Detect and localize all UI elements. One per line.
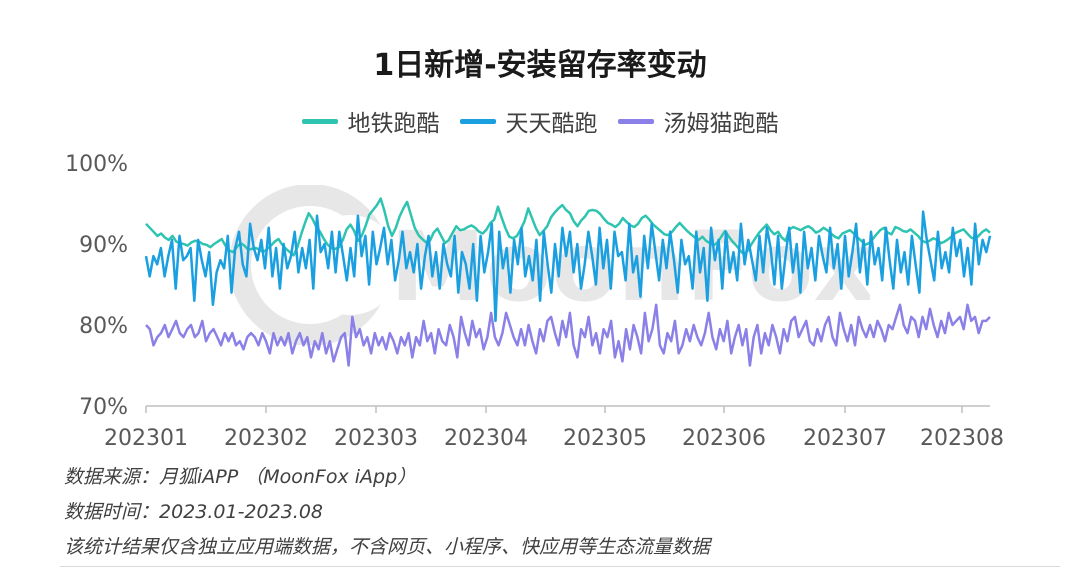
x-tick-label: 202307: [803, 426, 887, 451]
x-tick-label: 202305: [563, 426, 647, 451]
bottom-divider: [60, 566, 1060, 567]
note-source: 数据来源：月狐iAPP （MoonFox iApp）: [64, 466, 417, 488]
legend-swatch-tom: [617, 118, 654, 124]
series-line-subway: [145, 197, 991, 257]
x-tick-label: 202304: [444, 426, 528, 451]
legend-label-tom: 汤姆猫跑酷: [663, 111, 779, 137]
note-period: 数据时间：2023.01-2023.08: [64, 501, 323, 523]
legend-label-subway: 地铁跑酷: [347, 111, 440, 137]
x-tick-label: 202301: [104, 426, 188, 451]
y-tick-label: 70%: [79, 395, 128, 420]
x-tick-label: 202308: [920, 426, 1004, 451]
series-line-everyday: [144, 210, 992, 323]
note-disclaimer: 该统计结果仅含独立应用端数据，不含网页、小程序、快应用等生态流量数据: [64, 536, 711, 558]
y-tick-label: 90%: [79, 233, 128, 258]
legend-item-everyday: 天天酷跑: [459, 104, 598, 138]
x-tick-label: 202302: [224, 426, 308, 451]
y-tick-label: 80%: [79, 314, 128, 339]
y-tick-label: 100%: [65, 152, 128, 177]
chart-title: 1日新增-安装留存率变动: [373, 48, 707, 83]
chart-notes: 数据来源：月狐iAPP （MoonFox iApp） 数据时间：2023.01-…: [64, 460, 710, 565]
legend-swatch-subway: [301, 118, 338, 124]
legend-label-everyday: 天天酷跑: [505, 111, 598, 137]
x-tick-label: 202303: [334, 426, 418, 451]
legend-item-subway: 地铁跑酷: [301, 104, 440, 138]
series-line-tom: [145, 303, 991, 367]
legend-item-tom: 汤姆猫跑酷: [617, 104, 779, 138]
line-chart: 70% 80% 90% 100% 202301 202302 202303 202304 202…: [65, 152, 1004, 451]
chart-legend: 地铁跑酷 天天酷跑 汤姆猫跑酷: [0, 104, 1080, 138]
legend-swatch-everyday: [459, 118, 496, 124]
x-tick-label: 202306: [682, 426, 766, 451]
